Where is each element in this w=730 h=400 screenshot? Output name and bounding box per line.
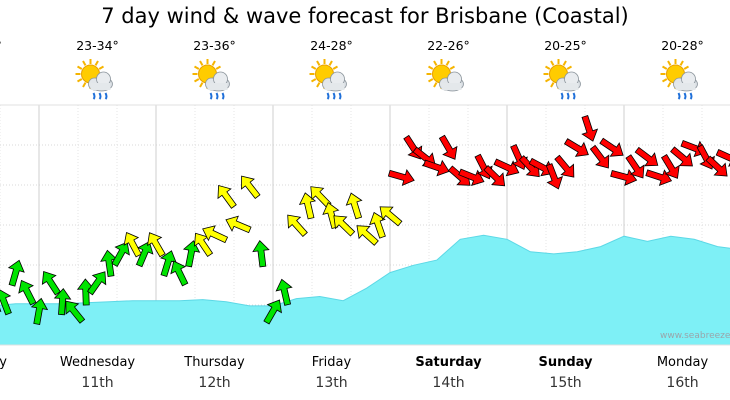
wind-arrow xyxy=(87,271,107,296)
wind-arrow xyxy=(135,241,154,268)
date-label: 12th xyxy=(198,375,230,391)
temperature-range: 24-28° xyxy=(310,38,353,53)
wind-arrow xyxy=(563,138,589,157)
day-label: Tuesday xyxy=(0,355,7,370)
wind-arrows xyxy=(0,115,730,325)
wind-arrow xyxy=(423,159,450,177)
wind-arrow xyxy=(379,206,403,227)
day-label: Thursday xyxy=(183,355,245,370)
wind-arrow xyxy=(147,232,166,258)
wind-arrow xyxy=(123,231,142,258)
wind-arrow xyxy=(660,153,680,179)
wind-arrow xyxy=(625,154,645,179)
day-label: Friday xyxy=(312,355,352,370)
sun-cloud-rain-icon xyxy=(192,59,230,100)
temperature-range: 24-33° xyxy=(0,38,2,53)
wind-arrow xyxy=(705,155,728,177)
wind-arrow xyxy=(0,288,12,316)
sun-cloud-rain-icon xyxy=(75,59,113,100)
wind-arrow xyxy=(369,211,386,239)
wind-arrow xyxy=(493,158,520,177)
wind-arrow xyxy=(53,287,72,316)
wind-arrow xyxy=(438,134,458,160)
wind-arrow xyxy=(275,278,293,306)
wind-arrow xyxy=(241,175,261,200)
wind-arrow xyxy=(610,168,638,187)
wind-arrow xyxy=(65,300,86,324)
wind-arrow xyxy=(412,146,436,167)
wind-arrow xyxy=(528,157,555,177)
temperature-range: 22-26° xyxy=(427,38,470,53)
temperature-range: 23-36° xyxy=(193,38,236,53)
watermark: www.seabreeze xyxy=(660,331,730,341)
day-label: Saturday xyxy=(415,355,482,370)
day-label: Sunday xyxy=(538,355,593,370)
chart-title: 7 day wind & wave forecast for Brisbane … xyxy=(101,4,629,28)
wind-arrow xyxy=(670,146,693,167)
wind-arrow xyxy=(545,163,563,190)
wind-arrow xyxy=(589,144,610,169)
date-label: 15th xyxy=(549,375,581,391)
sun-cloud-rain-icon xyxy=(309,59,347,100)
wind-arrow xyxy=(252,240,270,268)
sun-cloud-icon xyxy=(426,59,464,92)
temperature-range: 20-28° xyxy=(661,38,704,53)
wind-arrow xyxy=(263,299,282,325)
wind-arrow xyxy=(715,149,730,167)
wind-arrow xyxy=(170,260,189,287)
wind-arrow xyxy=(217,184,237,209)
date-label: 11th xyxy=(81,375,113,391)
day-label: Wednesday xyxy=(60,355,136,370)
day-label: Monday xyxy=(657,355,709,370)
wind-arrow xyxy=(225,215,252,234)
wind-arrow xyxy=(333,215,356,237)
wind-arrow xyxy=(581,115,599,142)
wind-arrow xyxy=(387,169,415,187)
wave-area xyxy=(0,234,730,346)
wind-arrow xyxy=(345,192,363,220)
wind-arrow xyxy=(111,241,130,267)
wind-arrow xyxy=(18,279,37,306)
temperature-range: 20-25° xyxy=(544,38,587,53)
date-label: 16th xyxy=(666,375,698,391)
wind-arrow xyxy=(202,225,229,244)
wind-arrow xyxy=(634,146,659,167)
wind-arrow xyxy=(483,165,506,187)
wind-arrow xyxy=(554,154,575,178)
wind-arrow xyxy=(182,240,201,268)
wind-arrow xyxy=(599,137,624,157)
wind-arrow xyxy=(7,259,25,287)
wind-arrow xyxy=(30,297,49,325)
wind-arrow xyxy=(41,270,61,296)
wind-arrow xyxy=(287,214,308,238)
wind-arrow xyxy=(298,192,317,220)
date-label: 14th xyxy=(432,375,464,391)
temperature-range: 23-34° xyxy=(76,38,119,53)
wind-arrow xyxy=(356,225,379,246)
sun-cloud-rain-icon xyxy=(543,59,581,100)
sun-cloud-rain-icon xyxy=(660,59,698,100)
date-label: 13th xyxy=(315,375,347,391)
